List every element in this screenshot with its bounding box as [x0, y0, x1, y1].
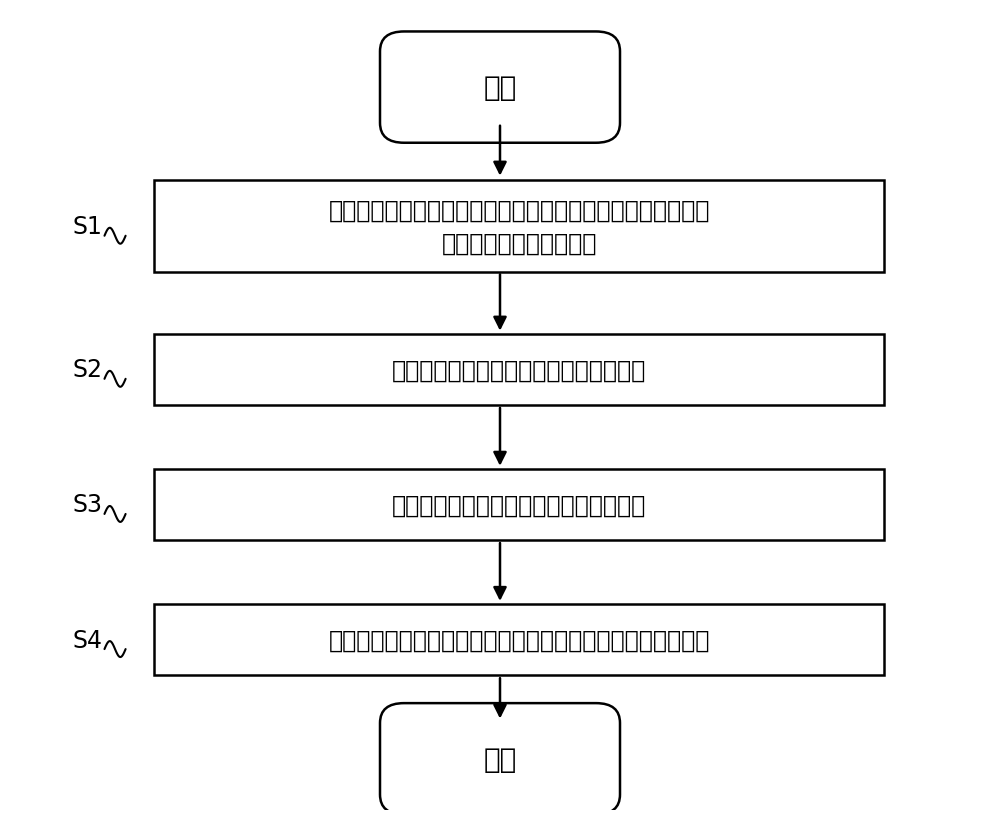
Text: 开始: 开始 [483, 74, 517, 102]
FancyBboxPatch shape [380, 703, 620, 815]
Bar [154, 469, 884, 541]
Text: 获取开关周期，在三相调制信号基础上，生成最后的输出脉冲: 获取开关周期，在三相调制信号基础上，生成最后的输出脉冲 [329, 628, 710, 652]
Text: S4: S4 [72, 628, 102, 652]
Text: 根据三相期望相电压计算零矢量分配因子: 根据三相期望相电压计算零矢量分配因子 [392, 358, 646, 382]
Text: 对调制给定量的电压矢量和电角度进行缩放计算和坐标变换处
理，得到三相期望相电压: 对调制给定量的电压矢量和电角度进行缩放计算和坐标变换处 理，得到三相期望相电压 [329, 198, 710, 256]
Text: 根据零矢量分配因子，计算三相调制信号: 根据零矢量分配因子，计算三相调制信号 [392, 493, 646, 517]
Text: S3: S3 [72, 493, 102, 517]
Text: 结束: 结束 [483, 745, 517, 773]
Text: S1: S1 [72, 215, 102, 239]
FancyBboxPatch shape [380, 32, 620, 144]
Bar [154, 604, 884, 676]
Bar [154, 334, 884, 405]
Bar [154, 181, 884, 273]
Text: S2: S2 [72, 358, 102, 382]
